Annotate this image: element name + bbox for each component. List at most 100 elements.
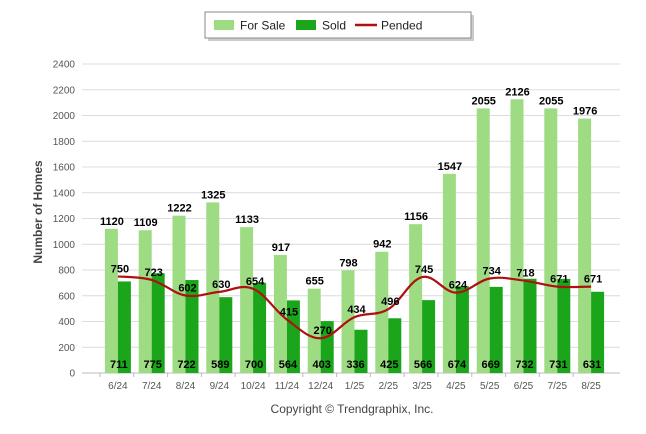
bar-sold (185, 280, 199, 373)
pended-line-path (117, 275, 592, 340)
x-tick-label: 8/25 (581, 381, 601, 392)
sold-value-label: 711 (110, 359, 128, 371)
bar-sold (151, 273, 165, 373)
pended-value-label: 745 (415, 264, 433, 276)
x-axis: 6/24 7/24 8/24 9/24 10/24 11/24 12/24 1/25 2/25 3… (99, 373, 601, 392)
bar-sold (117, 281, 131, 373)
x-tick-label: 8/24 (176, 381, 196, 392)
bar-sold (591, 291, 605, 373)
sold-value-label: 669 (482, 359, 500, 371)
sold-value-label: 403 (313, 359, 331, 371)
bar-sold (455, 286, 469, 373)
for-sale-value-label: 1976 (573, 106, 597, 118)
x-tick-label: 10/24 (241, 381, 266, 392)
for-sale-value-label: 1547 (438, 161, 462, 173)
y-tick-label: 600 (58, 291, 75, 302)
x-tick-label: 11/24 (275, 381, 300, 392)
for-sale-value-label: 1109 (134, 217, 158, 229)
y-tick-label: 1000 (53, 240, 76, 251)
bar-for-sale (476, 108, 490, 373)
bar-for-sale (409, 224, 423, 373)
series-for-sale (104, 99, 592, 373)
legend-swatch (214, 20, 234, 30)
x-tick-label: 4/25 (446, 381, 466, 392)
pended-value-label: 602 (178, 282, 196, 294)
for-sale-value-label: 2126 (505, 86, 529, 98)
for-sale-value-label: 2055 (471, 95, 495, 107)
for-sale-value-label: 2055 (539, 95, 563, 107)
for-sale-value-label: 1120 (100, 216, 124, 228)
bar-sold (354, 329, 368, 373)
bar-sold (557, 278, 571, 373)
x-tick-label: 7/25 (548, 381, 568, 392)
y-axis: 0 200 400 600 800 1000 1200 1400 1600 1800 2000 220… (53, 60, 76, 380)
for-sale-value-label: 798 (339, 257, 357, 269)
x-tick-label: 6/24 (108, 381, 128, 392)
bar-sold (523, 278, 537, 373)
y-tick-label: 0 (69, 369, 75, 380)
x-tick-label: 5/25 (480, 381, 500, 392)
x-tick-label: 6/25 (514, 381, 534, 392)
bar-sold (422, 300, 436, 373)
sold-value-label: 775 (144, 359, 162, 371)
bar-for-sale (307, 288, 321, 373)
x-tick-label: 12/24 (308, 381, 333, 392)
pended-value-label: 723 (145, 267, 163, 279)
sold-value-label: 566 (414, 359, 432, 371)
sold-value-label: 674 (448, 359, 467, 371)
series-pended (117, 275, 592, 340)
bar-for-sale (442, 173, 456, 373)
for-sale-value-label: 1156 (404, 211, 428, 223)
y-tick-label: 1400 (53, 188, 76, 199)
sold-value-label: 564 (279, 359, 298, 371)
y-tick-label: 2400 (53, 60, 76, 71)
for-sale-value-label: 655 (306, 276, 324, 288)
bar-for-sale (240, 227, 254, 373)
bar-for-sale (510, 99, 524, 373)
for-sale-value-label: 1222 (167, 203, 191, 215)
for-sale-value-label: 917 (272, 242, 290, 254)
pended-value-label: 415 (280, 307, 298, 319)
legend-box (204, 11, 472, 39)
bar-for-sale (138, 230, 152, 373)
sold-value-label: 589 (211, 359, 229, 371)
y-tick-label: 400 (58, 317, 75, 328)
y-tick-label: 1600 (53, 163, 76, 174)
legend-swatch (296, 20, 316, 30)
pended-value-label: 671 (550, 274, 568, 286)
data-labels: 1120 711 750 1109 775 723 1222 722 602 1325 589 630… (100, 86, 602, 371)
copyright-text: Copyright © Trendgraphix, Inc. (271, 402, 434, 416)
pended-value-label: 496 (381, 296, 399, 308)
legend-label: For Sale (240, 19, 286, 33)
series-sold (117, 273, 605, 373)
sold-value-label: 731 (549, 359, 567, 371)
bar-sold (489, 286, 503, 373)
x-tick-label: 9/24 (210, 381, 230, 392)
pended-value-label: 718 (516, 268, 534, 280)
for-sale-value-label: 942 (373, 239, 391, 251)
y-tick-label: 2200 (53, 85, 76, 96)
y-tick-label: 2000 (53, 111, 76, 122)
x-tick-label: 7/24 (142, 381, 162, 392)
legend-label: Sold (322, 19, 346, 33)
bar-for-sale (544, 108, 558, 373)
pended-value-label: 270 (314, 325, 332, 337)
x-tick-label: 2/25 (379, 381, 399, 392)
x-tick-label: 1/25 (345, 381, 365, 392)
pended-value-label: 654 (246, 276, 265, 288)
bar-sold (253, 282, 267, 373)
legend-label: Pended (381, 19, 422, 33)
y-tick-label: 800 (58, 266, 75, 277)
pended-value-label: 734 (483, 265, 502, 277)
pended-value-label: 434 (347, 304, 366, 316)
bar-for-sale (578, 118, 592, 373)
for-sale-value-label: 1133 (235, 214, 259, 226)
bar-sold (286, 300, 300, 373)
bar-sold (388, 318, 402, 373)
pended-value-label: 630 (212, 279, 230, 291)
bar-sold (219, 297, 233, 373)
pended-value-label: 750 (111, 263, 129, 275)
pended-value-label: 624 (449, 280, 468, 292)
y-tick-label: 1800 (53, 137, 76, 148)
